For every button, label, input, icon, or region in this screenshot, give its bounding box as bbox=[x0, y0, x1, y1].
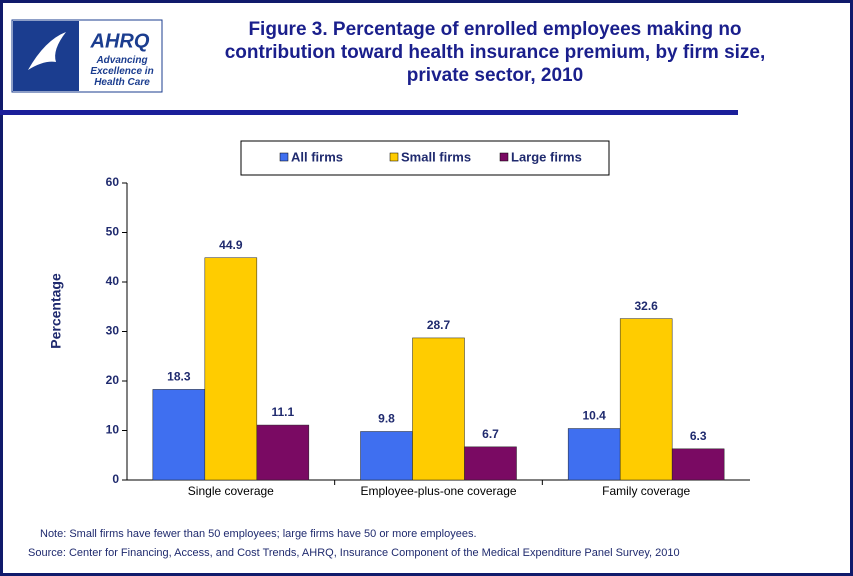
bar bbox=[360, 431, 413, 481]
note: Note: Small firms have fewer than 50 emp… bbox=[40, 528, 477, 540]
bar bbox=[567, 428, 621, 481]
y-tick-label: 30 bbox=[106, 324, 120, 338]
bar bbox=[256, 424, 310, 481]
data-label: 6.7 bbox=[482, 427, 499, 441]
data-label: 32.6 bbox=[634, 299, 658, 313]
logo-tagline: Advancing Excellence in Health Care bbox=[90, 55, 154, 88]
legend-swatch bbox=[279, 152, 289, 162]
y-tick-label: 10 bbox=[106, 423, 120, 437]
data-label: 28.7 bbox=[427, 318, 451, 332]
data-label: 18.3 bbox=[167, 370, 191, 384]
bar bbox=[464, 446, 517, 481]
legend-box bbox=[240, 140, 610, 176]
y-tick-label: 50 bbox=[106, 225, 120, 239]
data-label: 11.1 bbox=[271, 405, 294, 419]
legend-label: All firms bbox=[291, 149, 343, 164]
source: Source: Center for Financing, Access, an… bbox=[28, 547, 680, 559]
legend-swatch bbox=[389, 152, 399, 162]
bar bbox=[412, 337, 465, 481]
legend-label: Small firms bbox=[401, 149, 471, 164]
y-tick-label: 20 bbox=[106, 373, 120, 387]
x-tick-label: Employee-plus-one coverage bbox=[360, 484, 516, 498]
chart-title: Figure 3. Percentage of enrolled employe… bbox=[224, 19, 766, 86]
x-tick-label: Family coverage bbox=[602, 484, 690, 498]
logo-text: AHRQ bbox=[90, 30, 150, 52]
logo-eagle bbox=[28, 32, 66, 70]
y-tick-label: 40 bbox=[106, 274, 120, 288]
legend-swatch bbox=[499, 152, 509, 162]
logo-tagline-box: Advancing Excellence in Health Care bbox=[90, 55, 154, 88]
bar bbox=[204, 257, 258, 481]
data-label: 10.4 bbox=[582, 409, 606, 423]
data-label: 44.9 bbox=[219, 238, 243, 252]
y-tick-label: 60 bbox=[106, 175, 120, 189]
bar bbox=[671, 448, 725, 481]
legend-label: Large firms bbox=[511, 149, 582, 164]
header-rule bbox=[0, 110, 738, 115]
y-axis-label: Percentage bbox=[48, 273, 64, 349]
bar bbox=[619, 318, 673, 481]
data-label: 9.8 bbox=[378, 412, 395, 426]
y-tick-label: 0 bbox=[112, 472, 119, 486]
bar bbox=[152, 389, 206, 481]
data-label: 6.3 bbox=[690, 429, 707, 443]
x-tick-label: Single coverage bbox=[188, 484, 274, 498]
